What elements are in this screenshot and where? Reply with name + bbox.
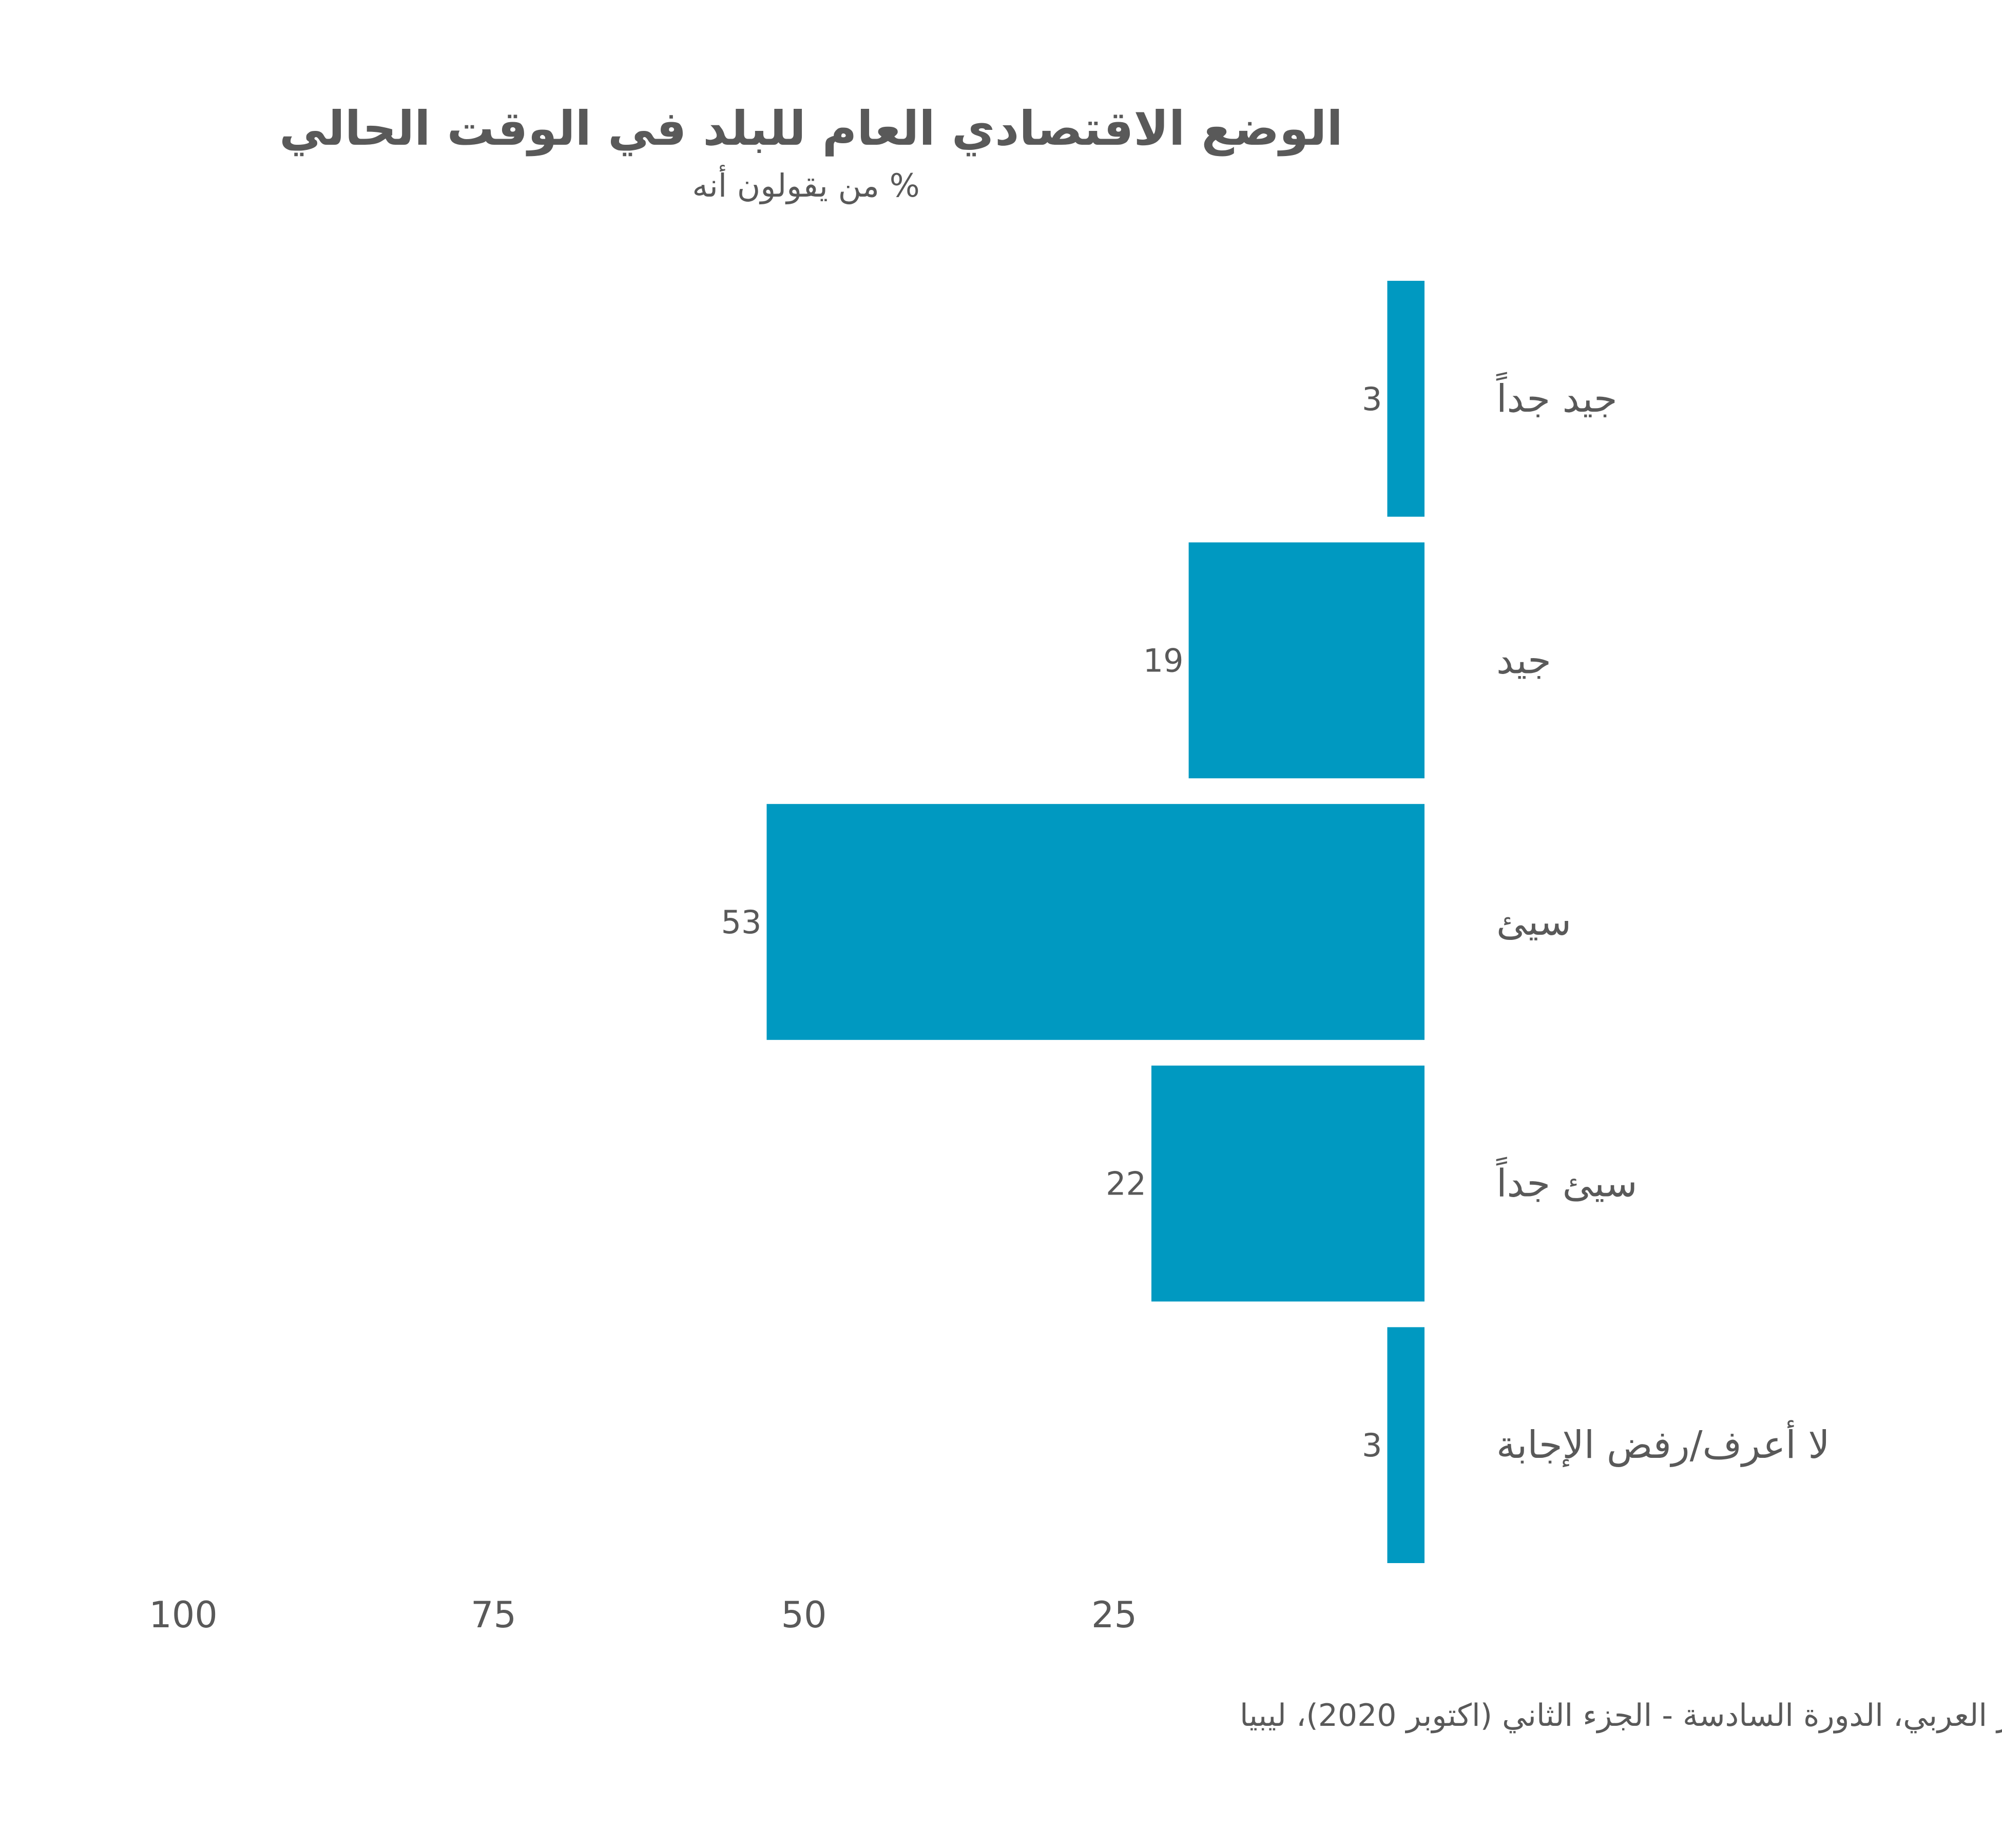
category-label-5: لا أعرف/رفض الإجابة (1496, 1420, 1830, 1467)
bar-2 (1188, 542, 1424, 779)
x-tick-label-3: 50 (781, 1594, 826, 1636)
category-label-2: جيد (1496, 638, 1551, 682)
x-axis-ticks: 100 75 50 25 (149, 1594, 1137, 1636)
bar-3 (766, 804, 1424, 1040)
bar-4 (1151, 1065, 1424, 1302)
value-label-1: 3 (1362, 380, 1382, 418)
bars-group: 3 جيد جداً 19 جيد 53 سيئ 22 سيئ جداً 3 لا أعرف/رف… (721, 281, 1830, 1563)
x-tick-label-2: 75 (471, 1594, 516, 1636)
x-tick-label-4: 25 (1091, 1594, 1137, 1636)
chart-title: الوضع الاقتصادي العام للبلد في الوقت الح… (279, 101, 1343, 157)
category-label-1: جيد جداً (1496, 372, 1618, 421)
category-label-4: سيئ جداً (1496, 1156, 1638, 1205)
value-label-3: 53 (721, 903, 762, 941)
value-label-5: 3 (1362, 1427, 1382, 1464)
chart-source: الباروميتر العربي، الدورة السادسة - الجز… (1240, 1698, 2002, 1734)
chart-subtitle: % من يقولون أنه (692, 165, 919, 204)
bar-5 (1387, 1327, 1424, 1563)
category-label-3: سيئ (1496, 900, 1571, 944)
x-tick-label-1: 100 (149, 1594, 218, 1636)
value-label-2: 19 (1143, 642, 1184, 679)
bar-1 (1387, 281, 1424, 517)
value-label-4: 22 (1106, 1165, 1146, 1203)
